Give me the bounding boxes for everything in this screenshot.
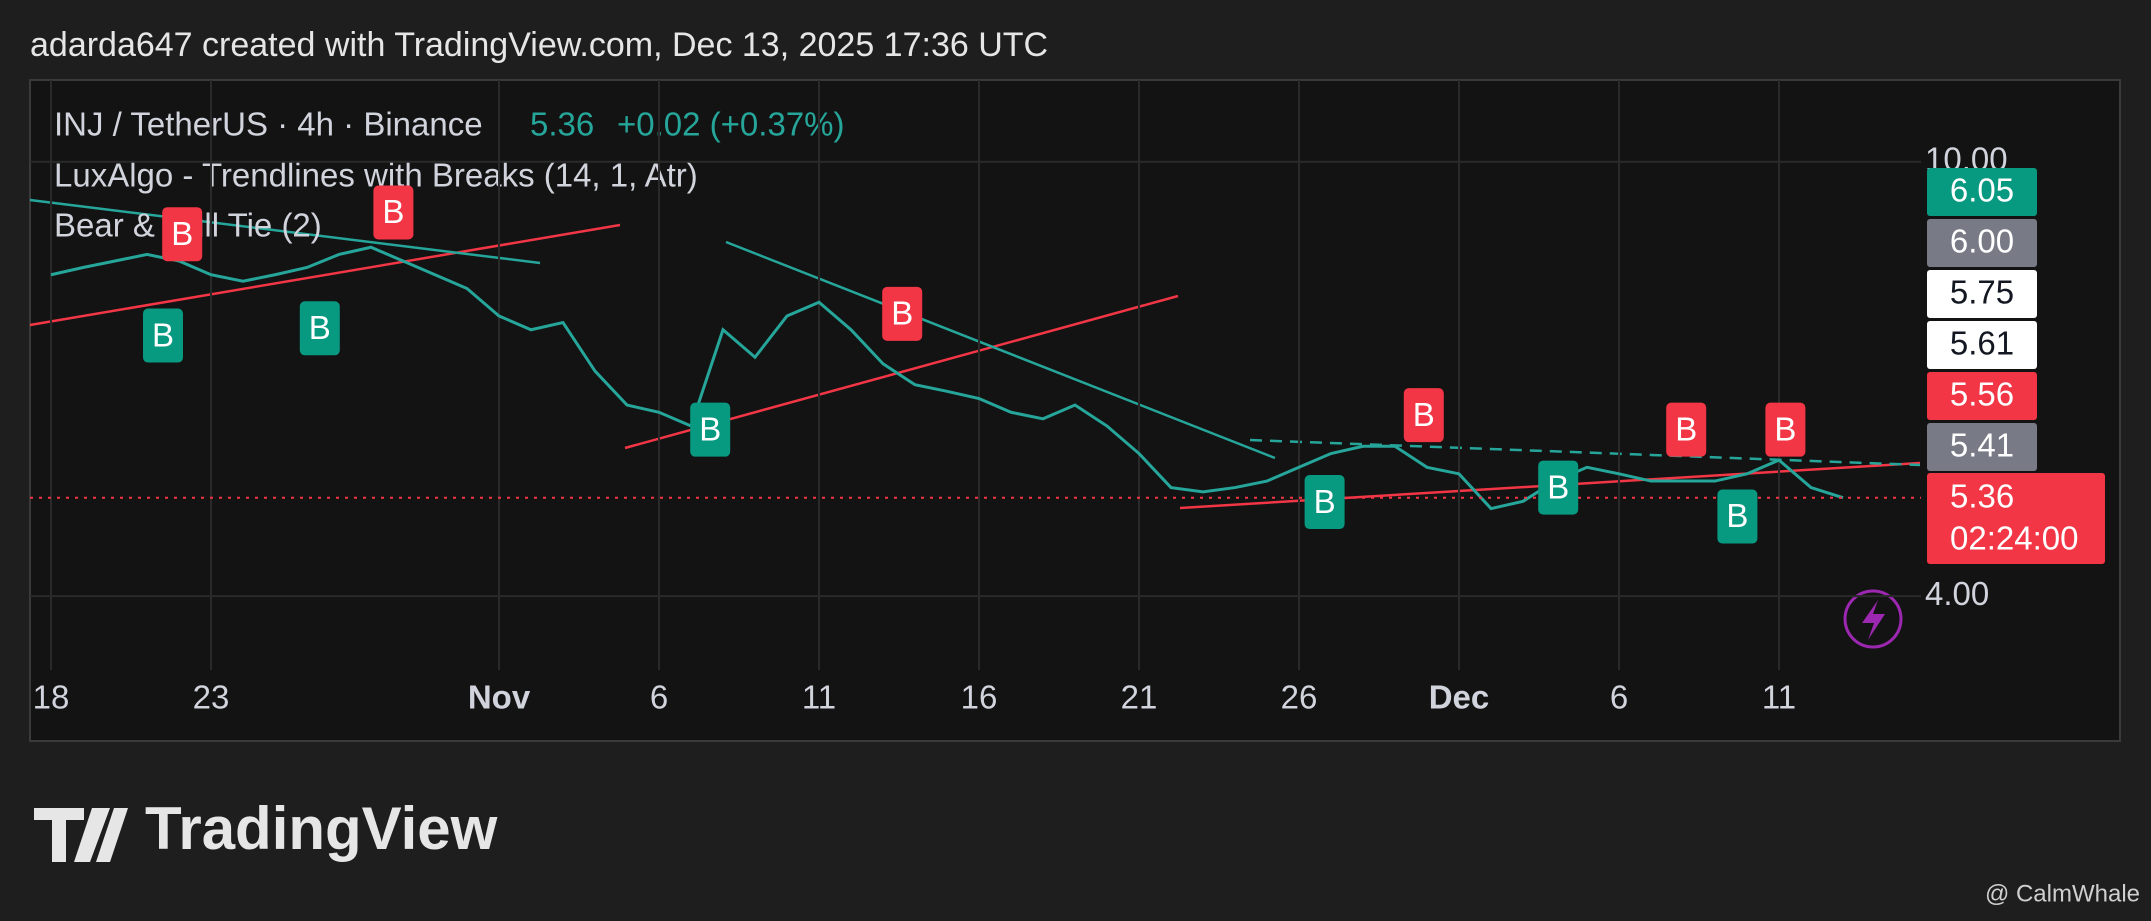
- signal-marker: [373, 185, 414, 240]
- signal-label: B: [699, 410, 721, 447]
- signal-label: B: [309, 309, 331, 346]
- trendline: [29, 223, 621, 327]
- price-tag: [1927, 219, 2037, 267]
- signal-marker: [1717, 489, 1758, 544]
- header: adarda647 created with TradingView.com, …: [30, 26, 1048, 64]
- brand: TradingView: [145, 795, 498, 862]
- countdown: 02:24:00: [1950, 520, 2078, 557]
- price-tag-label: 6.00: [1950, 223, 2014, 260]
- last-price: 5.36: [530, 106, 594, 143]
- signal-label: B: [382, 193, 404, 230]
- price-tag: [1927, 168, 2037, 216]
- signal-marker: [162, 207, 203, 262]
- price-tag: [1927, 270, 2037, 318]
- x-tick-label: Dec: [1429, 679, 1490, 716]
- x-tick-label: 6: [1610, 679, 1628, 716]
- icon-bolt: [1862, 600, 1885, 640]
- signal-marker: [1538, 460, 1579, 515]
- legend: INJ / TetherUS · 4h · Binance 5.36 +0.02…: [54, 106, 845, 244]
- x-tick-label: 11: [802, 679, 836, 716]
- last-price-tag: [1927, 473, 2105, 564]
- signal-marker: [882, 286, 923, 341]
- signal-marker: [690, 402, 731, 457]
- credit: @ CalmWhale: [1985, 880, 2140, 907]
- x-tick-label: 6: [650, 679, 668, 716]
- price-tag: [1927, 423, 2037, 471]
- signal-label: B: [1774, 410, 1796, 447]
- brand-logo: [34, 808, 128, 862]
- price-tag: [1927, 321, 2037, 369]
- signal-label: B: [1314, 483, 1336, 520]
- x-tick-label: 11: [1762, 679, 1796, 716]
- icon-ring: [1843, 589, 1903, 649]
- change: +0.02 (+0.37%): [617, 106, 845, 143]
- x-tick-label: 21: [1121, 679, 1158, 716]
- signal-marker: [1304, 475, 1345, 530]
- signal-label: B: [1547, 468, 1569, 505]
- signal-label: B: [1675, 410, 1697, 447]
- footer: TradingView @ CalmWhale: [34, 795, 2140, 907]
- price-tag-label: 6.05: [1950, 172, 2014, 209]
- signal-marker: [299, 301, 340, 356]
- y-tick-label: 4.00: [1925, 575, 1989, 612]
- signal-label: B: [171, 215, 193, 252]
- signal-label: B: [152, 316, 174, 353]
- price-tag-label: 5.56: [1950, 376, 2014, 413]
- signal-label: B: [1726, 497, 1748, 534]
- x-tick-label: 26: [1281, 679, 1318, 716]
- price-tag-label: 5.61: [1950, 325, 2014, 362]
- signal-marker: [1765, 402, 1806, 457]
- price-tag: [1927, 372, 2037, 420]
- signal-marker: [1666, 402, 1707, 457]
- lightning-icon: [1843, 589, 1903, 649]
- x-tick-label: 18: [33, 679, 70, 716]
- trendline: [1249, 438, 1921, 467]
- last-price-tag-label: 5.36: [1950, 478, 2014, 515]
- x-tick-label: 23: [193, 679, 230, 716]
- trendline: [725, 240, 1276, 460]
- symbol: INJ / TetherUS · 4h · Binance: [54, 106, 483, 143]
- x-tick-label: Nov: [468, 679, 531, 716]
- signal-label: B: [891, 295, 913, 332]
- signal-label: B: [1413, 396, 1435, 433]
- trendline: [29, 198, 541, 265]
- signal-marker: [1403, 388, 1444, 443]
- price-tag-label: 5.41: [1950, 427, 2014, 464]
- price-tag-label: 5.75: [1950, 274, 2014, 311]
- signal-marker: [143, 308, 183, 363]
- x-tick-label: 16: [961, 679, 998, 716]
